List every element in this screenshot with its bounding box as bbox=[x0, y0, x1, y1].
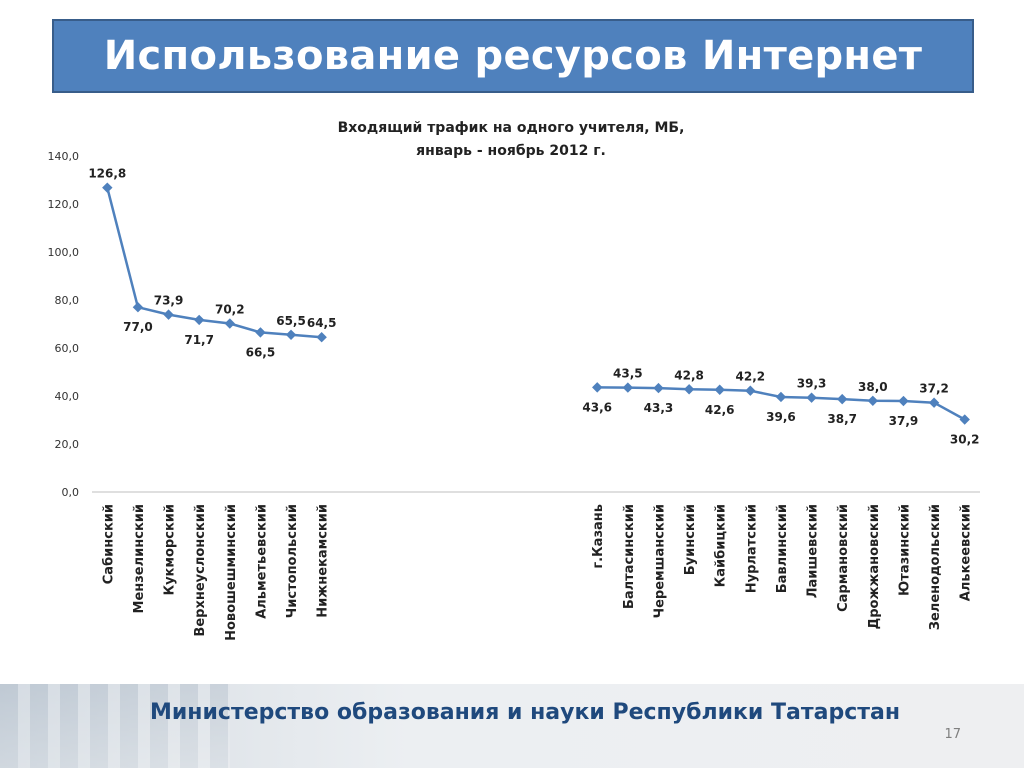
data-point bbox=[683, 384, 695, 395]
x-tick-label: Чистопольский bbox=[285, 504, 300, 618]
x-tick-label: Буинский bbox=[683, 504, 698, 575]
data-label: 71,7 bbox=[184, 333, 214, 347]
data-point bbox=[775, 391, 787, 403]
data-label: 66,5 bbox=[246, 345, 276, 359]
footer-bar: Министерство образования и науки Республ… bbox=[0, 684, 1024, 768]
data-label: 39,3 bbox=[797, 377, 827, 391]
x-tick-label: Бавлинский bbox=[775, 504, 790, 593]
x-tick-label: г.Казань bbox=[591, 504, 606, 569]
data-label: 43,6 bbox=[582, 400, 612, 414]
data-label: 42,6 bbox=[705, 403, 735, 417]
x-tick-label: Альметьевский bbox=[254, 504, 269, 619]
chart-title-line1: Входящий трафик на одного учителя, МБ, bbox=[338, 120, 685, 136]
x-tick-label: Мензелинский bbox=[132, 504, 147, 613]
y-tick-label: 100,0 bbox=[48, 246, 80, 259]
building-image bbox=[0, 684, 230, 768]
x-axis-labels: Сабинский Мензелинский Кукморский Верхнеусл… bbox=[101, 504, 973, 641]
slide-number: 17 bbox=[944, 727, 961, 742]
x-tick-label: Нижнекамский bbox=[316, 504, 331, 618]
data-point bbox=[653, 382, 664, 394]
data-point bbox=[163, 309, 174, 320]
data-label: 38,7 bbox=[827, 412, 857, 426]
data-label: 64,5 bbox=[307, 316, 337, 330]
data-point bbox=[193, 314, 205, 326]
data-point bbox=[745, 385, 756, 396]
y-tick-label: 20,0 bbox=[55, 438, 80, 451]
data-label: 37,9 bbox=[889, 414, 919, 428]
data-label: 39,6 bbox=[766, 410, 796, 424]
series-line: 126,8 77,073,9 71,7 70,2 66,5 65,5 64,5 43,6 43,… bbox=[88, 167, 979, 447]
y-tick-label: 140,0 bbox=[48, 150, 80, 163]
chart-title-line2: январь - ноябрь 2012 г. bbox=[416, 143, 606, 159]
x-tick-label: Ютазинский bbox=[897, 504, 912, 596]
data-label: 73,9 bbox=[154, 294, 184, 308]
data-label: 30,2 bbox=[950, 433, 980, 447]
data-point bbox=[898, 395, 909, 407]
y-tick-label: 60,0 bbox=[55, 342, 80, 355]
x-tick-label: Балтасинский bbox=[622, 504, 637, 609]
data-point bbox=[316, 331, 327, 343]
x-tick-label: Черемшанский bbox=[652, 504, 667, 618]
data-point bbox=[836, 393, 848, 405]
data-point bbox=[592, 382, 603, 393]
data-label: 70,2 bbox=[215, 303, 245, 317]
data-point bbox=[622, 382, 634, 393]
y-tick-label: 0,0 bbox=[62, 486, 80, 499]
data-label: 38,0 bbox=[858, 380, 888, 394]
x-tick-label: Кайбицкий bbox=[714, 504, 729, 587]
data-label: 65,5 bbox=[276, 314, 306, 328]
x-tick-label: Кукморский bbox=[163, 504, 178, 596]
x-tick-label: Сабинский bbox=[101, 504, 116, 584]
data-point bbox=[806, 392, 817, 403]
data-label: 43,5 bbox=[613, 367, 643, 381]
title-banner: Использование ресурсов Интернет bbox=[52, 19, 974, 93]
data-point bbox=[867, 395, 879, 407]
data-label: 42,8 bbox=[674, 368, 704, 382]
slide-title: Использование ресурсов Интернет bbox=[103, 33, 923, 79]
data-point bbox=[928, 397, 940, 408]
data-label: 77,0 bbox=[123, 320, 153, 334]
y-tick-label: 120,0 bbox=[48, 198, 80, 211]
data-point bbox=[714, 384, 725, 395]
data-point bbox=[102, 182, 113, 193]
data-point bbox=[959, 414, 970, 425]
y-tick-label: 80,0 bbox=[55, 294, 80, 307]
data-point bbox=[224, 318, 236, 329]
data-point bbox=[255, 327, 266, 338]
x-tick-label: Сармановский bbox=[836, 504, 851, 612]
x-tick-label: Новошешминский bbox=[224, 504, 239, 641]
y-tick-label: 40,0 bbox=[55, 390, 80, 403]
series-line-segment-1 bbox=[106, 187, 322, 339]
x-tick-label: Дрожжановский bbox=[867, 504, 882, 629]
x-tick-label: Нурлатский bbox=[744, 504, 759, 593]
footer-ministry: Министерство образования и науки Республ… bbox=[150, 700, 901, 725]
x-tick-label: Зеленодольский bbox=[928, 504, 943, 630]
x-tick-label: Алькеевский bbox=[959, 504, 974, 601]
data-label: 126,8 bbox=[88, 167, 126, 181]
y-axis: 0,0 20,0 40,0 60,0 80,0 100,0 120,0 140,0 bbox=[48, 150, 80, 499]
data-point bbox=[285, 329, 297, 341]
data-label: 42,2 bbox=[736, 370, 766, 384]
data-point bbox=[132, 301, 144, 313]
x-tick-label: Верхнеуслонский bbox=[193, 504, 208, 637]
data-label: 43,3 bbox=[644, 401, 674, 415]
line-chart: Входящий трафик на одного учителя, МБ, я… bbox=[48, 120, 980, 641]
x-tick-label: Лаишевский bbox=[806, 504, 821, 598]
data-label: 37,2 bbox=[919, 382, 949, 396]
